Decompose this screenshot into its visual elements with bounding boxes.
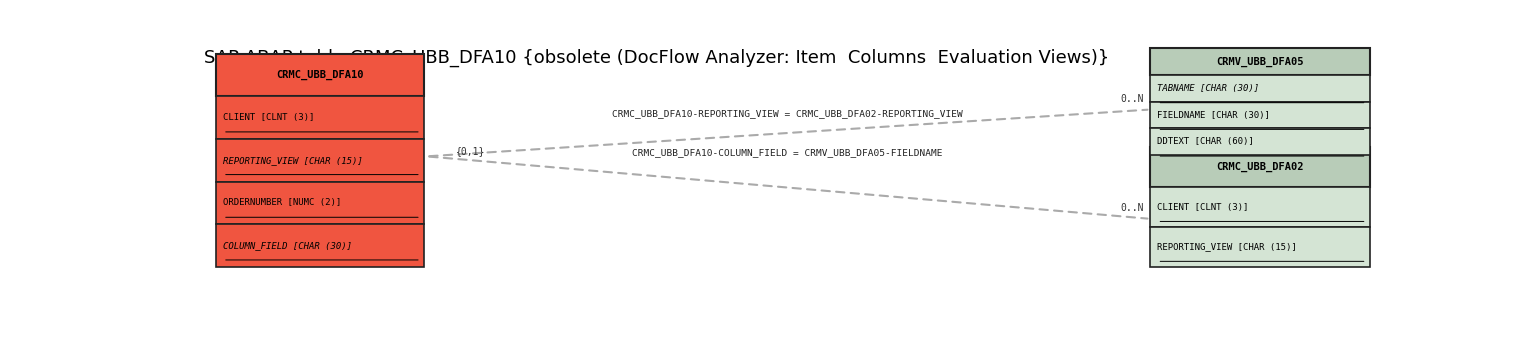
Bar xyxy=(1150,48,1370,75)
Bar xyxy=(1150,147,1370,187)
Bar xyxy=(215,182,424,224)
Text: FIELDNAME [CHAR (30)]: FIELDNAME [CHAR (30)] xyxy=(1158,111,1270,120)
Text: SAP ABAP table CRMC_UBB_DFA10 {obsolete (DocFlow Analyzer: Item  Columns  Evalua: SAP ABAP table CRMC_UBB_DFA10 {obsolete … xyxy=(204,48,1109,67)
Bar xyxy=(215,96,424,139)
Text: COLUMN_FIELD [CHAR (30)]: COLUMN_FIELD [CHAR (30)] xyxy=(223,241,352,250)
Text: CRMC_UBB_DFA10: CRMC_UBB_DFA10 xyxy=(276,70,364,80)
Text: CLIENT [CLNT (3)]: CLIENT [CLNT (3)] xyxy=(223,113,315,122)
Text: TABNAME [CHAR (30)]: TABNAME [CHAR (30)] xyxy=(1158,84,1260,93)
Text: CRMV_UBB_DFA05: CRMV_UBB_DFA05 xyxy=(1217,56,1304,67)
Bar xyxy=(215,54,424,96)
Bar xyxy=(1150,227,1370,267)
Text: 0..N: 0..N xyxy=(1121,94,1144,104)
Bar xyxy=(1150,75,1370,102)
Text: DDTEXT [CHAR (60)]: DDTEXT [CHAR (60)] xyxy=(1158,137,1255,146)
Bar xyxy=(1150,128,1370,155)
Text: CLIENT [CLNT (3)]: CLIENT [CLNT (3)] xyxy=(1158,202,1249,212)
Text: {0,1}: {0,1} xyxy=(456,146,485,156)
Bar xyxy=(215,224,424,267)
Text: REPORTING_VIEW [CHAR (15)]: REPORTING_VIEW [CHAR (15)] xyxy=(223,156,362,165)
Bar xyxy=(1150,102,1370,128)
Bar xyxy=(215,139,424,182)
Bar xyxy=(1150,187,1370,227)
Text: 0..N: 0..N xyxy=(1121,203,1144,213)
Text: ORDERNUMBER [NUMC (2)]: ORDERNUMBER [NUMC (2)] xyxy=(223,198,341,208)
Text: CRMC_UBB_DFA10-REPORTING_VIEW = CRMC_UBB_DFA02-REPORTING_VIEW: CRMC_UBB_DFA10-REPORTING_VIEW = CRMC_UBB… xyxy=(611,109,963,118)
Text: CRMC_UBB_DFA10-COLUMN_FIELD = CRMV_UBB_DFA05-FIELDNAME: CRMC_UBB_DFA10-COLUMN_FIELD = CRMV_UBB_D… xyxy=(631,148,943,157)
Text: CRMC_UBB_DFA02: CRMC_UBB_DFA02 xyxy=(1217,162,1304,172)
Text: REPORTING_VIEW [CHAR (15)]: REPORTING_VIEW [CHAR (15)] xyxy=(1158,243,1298,251)
